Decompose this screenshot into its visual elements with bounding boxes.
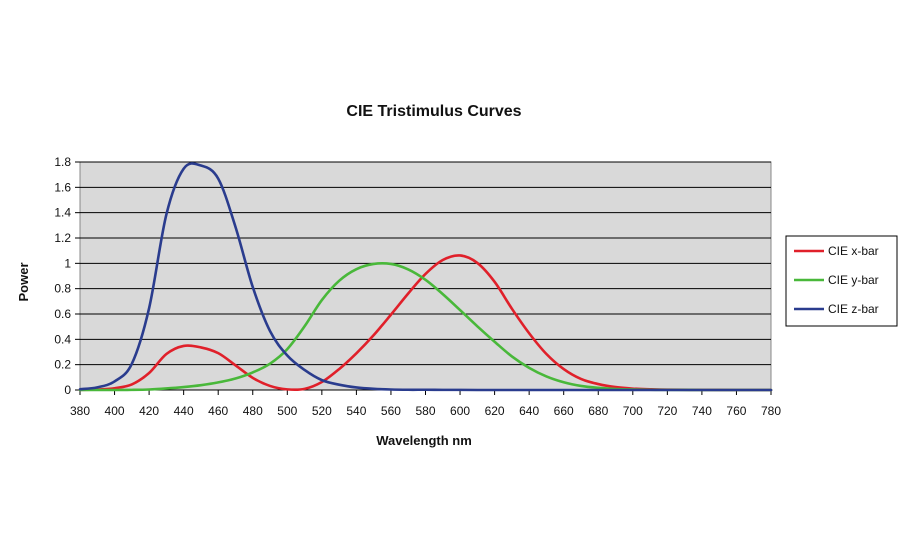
- x-tick-label: 460: [208, 404, 228, 418]
- x-tick-label: 480: [243, 404, 263, 418]
- plot-area: [79, 161, 772, 391]
- x-tick-label: 560: [381, 404, 401, 418]
- y-tick-label: 1: [64, 256, 71, 270]
- series-line-cie-x-bar: [78, 254, 773, 392]
- legend-label-cie-x-bar: CIE x-bar: [828, 244, 879, 258]
- x-axis-label: Wavelength nm: [376, 433, 472, 448]
- y-tick-label: 1.6: [54, 180, 71, 194]
- x-tick-label: 720: [657, 404, 677, 418]
- legend: CIE x-bar CIE y-bar CIE z-bar: [785, 235, 898, 327]
- y-tick-label: 1.4: [54, 206, 71, 220]
- x-tick-label: 740: [692, 404, 712, 418]
- y-tick-label: 1.8: [54, 155, 71, 169]
- y-tick-label: 1.2: [54, 231, 71, 245]
- legend-label-cie-y-bar: CIE y-bar: [828, 273, 879, 287]
- y-tick-label: 0.4: [54, 332, 71, 346]
- y-tick-label: 0: [64, 383, 71, 397]
- legend-label-cie-z-bar: CIE z-bar: [828, 302, 879, 316]
- x-tick-label: 380: [70, 404, 90, 418]
- y-axis-label: Power: [16, 262, 31, 301]
- x-tick-label: 400: [105, 404, 125, 418]
- gridlines: [80, 161, 771, 391]
- x-axis-ticks: 380 400 420 440 460 480 500 520 540 560 580 600 620 6…: [70, 389, 781, 418]
- y-tick-label: 0.8: [54, 282, 71, 296]
- x-tick-label: 540: [346, 404, 366, 418]
- x-tick-label: 580: [415, 404, 435, 418]
- y-tick-label: 0.6: [54, 307, 71, 321]
- y-axis-ticks: 0 0.2 0.4 0.6 0.8 1 1.2 1.4 1.6 1.8: [54, 155, 80, 397]
- y-tick-label: 0.2: [54, 358, 71, 372]
- x-tick-label: 700: [623, 404, 643, 418]
- x-tick-label: 660: [554, 404, 574, 418]
- series-line-cie-z-bar: [78, 162, 773, 392]
- x-tick-label: 600: [450, 404, 470, 418]
- x-tick-label: 680: [588, 404, 608, 418]
- series-lines: [78, 162, 773, 392]
- x-tick-label: 520: [312, 404, 332, 418]
- x-tick-label: 620: [485, 404, 505, 418]
- x-tick-label: 760: [726, 404, 746, 418]
- x-tick-label: 780: [761, 404, 781, 418]
- x-tick-label: 420: [139, 404, 159, 418]
- chart-title: CIE Tristimulus Curves: [346, 103, 521, 120]
- x-tick-label: 440: [174, 404, 194, 418]
- x-tick-label: 640: [519, 404, 539, 418]
- x-tick-label: 500: [277, 404, 297, 418]
